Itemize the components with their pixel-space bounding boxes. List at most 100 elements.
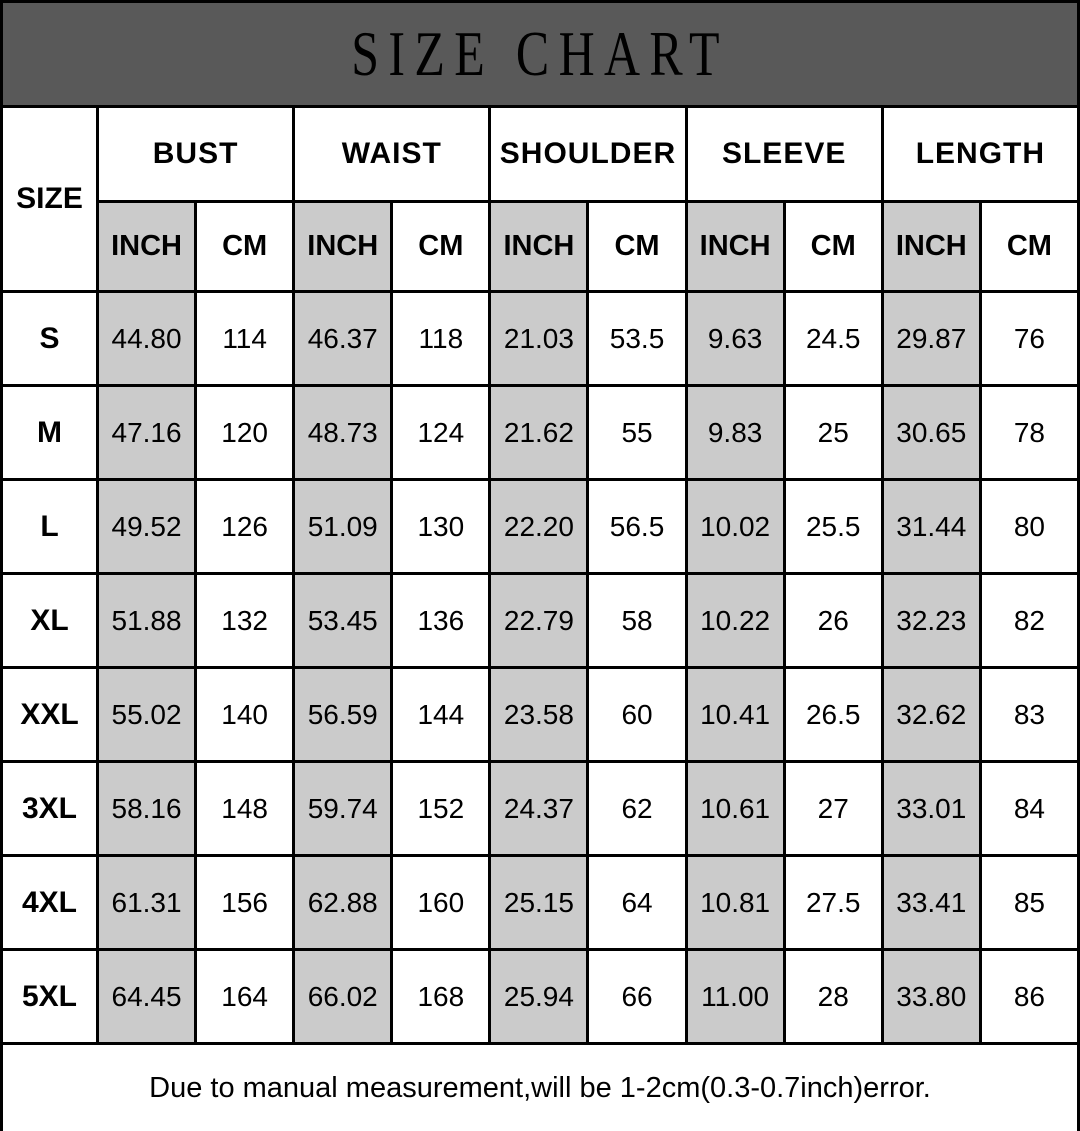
value-cell: 25.5 (782, 478, 884, 575)
value-cell: 25.15 (488, 854, 590, 951)
value-cell: 10.22 (684, 572, 786, 669)
value-cell: 56.5 (586, 478, 688, 575)
value-cell: 10.41 (684, 666, 786, 763)
size-cell: 5XL (0, 948, 99, 1045)
size-chart-table: SIZE BUST WAIST SHOULDER SLEEVE LENGTH I… (0, 105, 1080, 1131)
value-cell: 10.61 (684, 760, 786, 857)
value-cell: 132 (194, 572, 296, 669)
value-cell: 33.01 (880, 760, 982, 857)
value-cell: 27 (782, 760, 884, 857)
value-cell: 86 (978, 948, 1080, 1045)
value-cell: 9.63 (684, 290, 786, 387)
value-cell: 11.00 (684, 948, 786, 1045)
value-cell: 22.20 (488, 478, 590, 575)
value-cell: 58.16 (95, 760, 198, 857)
value-cell: 83 (978, 666, 1080, 763)
value-cell: 148 (194, 760, 296, 857)
table-row-3xl: 3XL 58.16 148 59.74 152 24.37 62 10.61 2… (0, 760, 1080, 857)
value-cell: 23.58 (488, 666, 590, 763)
value-cell: 22.79 (488, 572, 590, 669)
table-row-s: S 44.80 114 46.37 118 21.03 53.5 9.63 24… (0, 290, 1080, 387)
unit-header-cm: CM (586, 200, 688, 293)
value-cell: 49.52 (95, 478, 198, 575)
value-cell: 61.31 (95, 854, 198, 951)
unit-header-cm: CM (782, 200, 884, 293)
value-cell: 24.37 (488, 760, 590, 857)
value-cell: 78 (978, 384, 1080, 481)
value-cell: 32.62 (880, 666, 982, 763)
value-cell: 24.5 (782, 290, 884, 387)
unit-header-cm: CM (390, 200, 492, 293)
value-cell: 53.5 (586, 290, 688, 387)
value-cell: 29.87 (880, 290, 982, 387)
value-cell: 55 (586, 384, 688, 481)
footer-row: Due to manual measurement,will be 1-2cm(… (0, 1042, 1080, 1131)
value-cell: 156 (194, 854, 296, 951)
value-cell: 47.16 (95, 384, 198, 481)
value-cell: 140 (194, 666, 296, 763)
value-cell: 46.37 (292, 290, 394, 387)
unit-header-row: INCH CM INCH CM INCH CM INCH CM INCH CM (2, 200, 1080, 293)
value-cell: 144 (390, 666, 492, 763)
value-cell: 126 (194, 478, 296, 575)
header-group-bust: BUST (95, 105, 296, 203)
value-cell: 66.02 (292, 948, 394, 1045)
value-cell: 60 (586, 666, 688, 763)
value-cell: 82 (978, 572, 1080, 669)
size-cell: L (0, 478, 99, 575)
unit-header-inch: INCH (684, 200, 786, 293)
size-cell: M (0, 384, 99, 481)
value-cell: 130 (390, 478, 492, 575)
title-bar: SIZE CHART (0, 0, 1080, 105)
value-cell: 84 (978, 760, 1080, 857)
value-cell: 26.5 (782, 666, 884, 763)
table-row-m: M 47.16 120 48.73 124 21.62 55 9.83 25 3… (0, 384, 1080, 481)
size-cell: XXL (0, 666, 99, 763)
value-cell: 9.83 (684, 384, 786, 481)
value-cell: 32.23 (880, 572, 982, 669)
table-row-l: L 49.52 126 51.09 130 22.20 56.5 10.02 2… (0, 478, 1080, 575)
value-cell: 62.88 (292, 854, 394, 951)
value-cell: 44.80 (95, 290, 198, 387)
value-cell: 85 (978, 854, 1080, 951)
value-cell: 51.88 (95, 572, 198, 669)
unit-header-inch: INCH (95, 200, 198, 293)
value-cell: 26 (782, 572, 884, 669)
value-cell: 51.09 (292, 478, 394, 575)
value-cell: 114 (194, 290, 296, 387)
value-cell: 21.62 (488, 384, 590, 481)
header-group-shoulder: SHOULDER (488, 105, 688, 203)
value-cell: 164 (194, 948, 296, 1045)
value-cell: 64.45 (95, 948, 198, 1045)
value-cell: 76 (978, 290, 1080, 387)
value-cell: 28 (782, 948, 884, 1045)
table-row-5xl: 5XL 64.45 164 66.02 168 25.94 66 11.00 2… (0, 948, 1080, 1045)
header-group-sleeve: SLEEVE (684, 105, 884, 203)
value-cell: 33.41 (880, 854, 982, 951)
value-cell: 48.73 (292, 384, 394, 481)
page-title: SIZE CHART (351, 18, 729, 89)
value-cell: 62 (586, 760, 688, 857)
value-cell: 118 (390, 290, 492, 387)
value-cell: 160 (390, 854, 492, 951)
unit-header-cm: CM (194, 200, 296, 293)
value-cell: 10.81 (684, 854, 786, 951)
table-row-4xl: 4XL 61.31 156 62.88 160 25.15 64 10.81 2… (0, 854, 1080, 951)
size-cell: S (0, 290, 99, 387)
header-group-length: LENGTH (880, 105, 1080, 203)
value-cell: 58 (586, 572, 688, 669)
value-cell: 21.03 (488, 290, 590, 387)
value-cell: 25.94 (488, 948, 590, 1045)
value-cell: 168 (390, 948, 492, 1045)
value-cell: 120 (194, 384, 296, 481)
value-cell: 124 (390, 384, 492, 481)
unit-header-inch: INCH (880, 200, 982, 293)
value-cell: 31.44 (880, 478, 982, 575)
value-cell: 136 (390, 572, 492, 669)
value-cell: 53.45 (292, 572, 394, 669)
value-cell: 30.65 (880, 384, 982, 481)
size-cell: 4XL (0, 854, 99, 951)
value-cell: 10.02 (684, 478, 786, 575)
value-cell: 59.74 (292, 760, 394, 857)
value-cell: 56.59 (292, 666, 394, 763)
